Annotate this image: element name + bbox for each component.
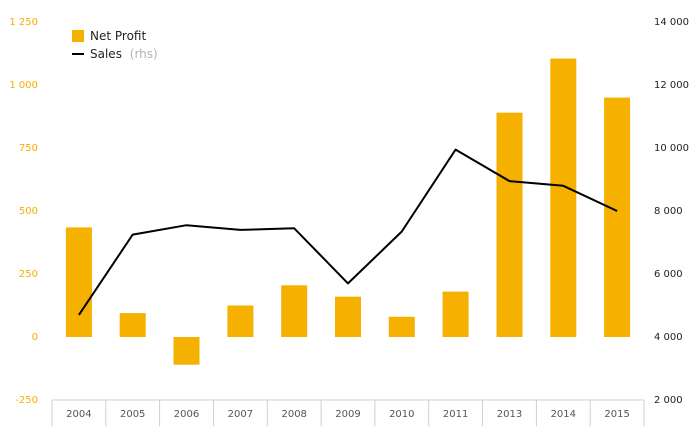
y-left-tick-label: -250 (15, 395, 38, 406)
legend-label-net-profit: Net Profit (90, 29, 146, 43)
x-tick-label: 2007 (228, 409, 253, 420)
legend-label-sales: Sales (rhs) (90, 47, 158, 61)
bar-net-profit-2013 (496, 112, 523, 337)
legend: Net Profit Sales (rhs) (72, 29, 158, 61)
x-tick-label: 2014 (551, 409, 576, 420)
x-tick-label: 2008 (281, 409, 306, 420)
y-right-tick-label: 12 000 (654, 80, 689, 91)
bar-net-profit-2014 (550, 58, 577, 337)
bar-net-profit-2006 (173, 337, 200, 365)
y-right-tick-label: 8 000 (654, 206, 683, 217)
x-tick-label: 2005 (120, 409, 145, 420)
legend-sales-rhs: (rhs) (130, 47, 158, 61)
bar-net-profit-2005 (119, 313, 146, 337)
x-tick-label: 2010 (389, 409, 414, 420)
bar-net-profit-2009 (335, 296, 361, 337)
x-tick-label: 2009 (335, 409, 360, 420)
x-tick-label: 2004 (66, 409, 91, 420)
bar-net-profit-2015 (604, 97, 631, 337)
bar-net-profit-2008 (281, 285, 308, 337)
y-left-tick-label: 750 (19, 143, 38, 154)
y-right-tick-label: 4 000 (654, 332, 683, 343)
y-right-tick-label: 10 000 (654, 143, 689, 154)
x-tick-label: 2011 (443, 409, 468, 420)
sales-line (78, 148, 618, 316)
y-right-tick-label: 14 000 (654, 17, 689, 28)
bar-net-profit-2007 (227, 305, 254, 337)
bars-layer (65, 58, 631, 365)
y-right-tick-label: 6 000 (654, 269, 683, 280)
y-right-tick-label: 2 000 (654, 395, 683, 406)
legend-sales-name: Sales (90, 47, 122, 61)
bar-net-profit-2004 (65, 227, 92, 337)
sales-line-layer (78, 148, 618, 316)
bar-net-profit-2011 (442, 291, 469, 337)
x-tick-label: 2013 (497, 409, 522, 420)
x-tick-label: 2015 (604, 409, 629, 420)
x-axis: 2004 2005 2006 2007 2008 2009 2010 2011 2013 2014… (51, 399, 645, 426)
y-left-tick-label: 1 000 (9, 80, 38, 91)
right-axis: 2 000 4 000 6 000 8 000 10 000 12 000 14 000 (654, 17, 689, 406)
bar-net-profit-2010 (388, 316, 415, 337)
y-left-tick-label: 0 (32, 332, 38, 343)
y-left-tick-label: 500 (19, 206, 38, 217)
y-left-tick-label: 250 (19, 269, 38, 280)
x-tick-label: 2006 (174, 409, 199, 420)
y-left-tick-label: 1 250 (9, 17, 38, 28)
legend-swatch-net-profit (72, 30, 84, 42)
left-axis: -250 0 250 500 750 1 000 1 250 (9, 17, 38, 406)
